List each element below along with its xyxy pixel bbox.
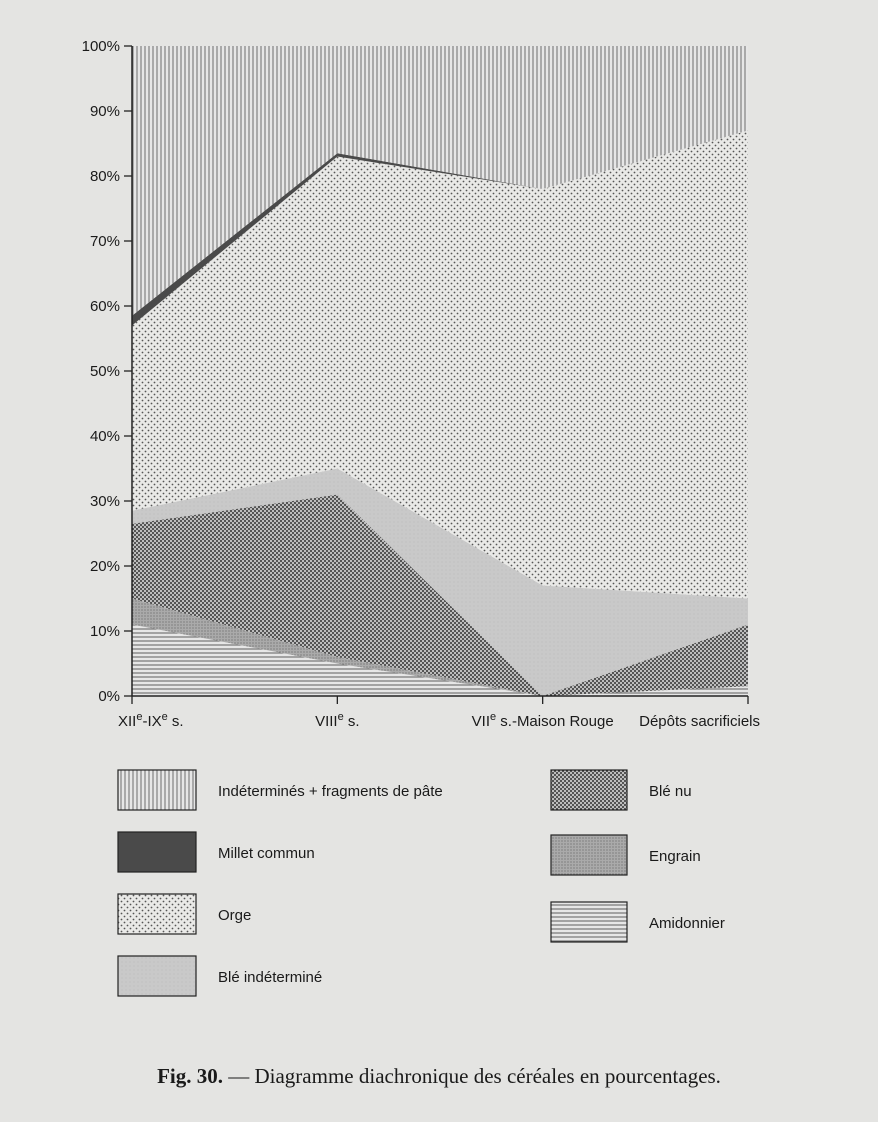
y-tick-label: 100%: [82, 38, 120, 55]
legend-item-engrain: Engrain: [550, 834, 701, 876]
legend-swatch: [117, 955, 197, 997]
legend-swatch: [117, 893, 197, 935]
legend-label: Orge: [218, 907, 251, 924]
y-tick-label: 50%: [90, 363, 120, 380]
legend-item-millet-commun: Millet commun: [117, 831, 315, 873]
x-tick-label: Dépôts sacrificiels: [639, 713, 760, 730]
y-tick-label: 30%: [90, 493, 120, 510]
x-tick-label: VIIe s.-Maison Rouge: [472, 711, 614, 730]
area-orge: [132, 130, 748, 599]
area-ble-indetermine: [132, 468, 748, 696]
legend-item-ble-indetermine: Blé indéterminé: [117, 955, 322, 997]
legend-swatch: [550, 834, 628, 876]
x-tick-label: XIIe-IXe s.: [118, 711, 184, 730]
y-tick-label: 0%: [98, 688, 120, 705]
area-engrain: [132, 598, 748, 696]
area-amidonnier: [132, 624, 748, 696]
y-tick-label: 80%: [90, 168, 120, 185]
legend-swatch: [117, 769, 197, 811]
legend-swatch: [550, 769, 628, 811]
y-tick-label: 10%: [90, 623, 120, 640]
area-indetermines-fragments-de-pate: [132, 46, 748, 316]
legend-swatch: [117, 831, 197, 873]
y-tick-label: 40%: [90, 428, 120, 445]
caption-label: Fig. 30.: [157, 1064, 223, 1088]
caption-text: — Diagramme diachronique des céréales en…: [222, 1064, 721, 1088]
legend-label: Engrain: [649, 848, 701, 865]
y-tick-label: 90%: [90, 103, 120, 120]
y-tick-label: 20%: [90, 558, 120, 575]
legend-item-orge: Orge: [117, 893, 251, 935]
x-tick-label: VIIIe s.: [315, 711, 359, 730]
legend-item-amidonnier: Amidonnier: [550, 901, 725, 943]
area-ble-nu: [132, 494, 748, 696]
y-tick-label: 60%: [90, 298, 120, 315]
legend-swatch: [550, 901, 628, 943]
legend-item-ble-nu: Blé nu: [550, 769, 692, 811]
legend-label: Blé indéterminé: [218, 969, 322, 986]
legend-label: Millet commun: [218, 845, 315, 862]
y-tick-label: 70%: [90, 233, 120, 250]
legend-label: Blé nu: [649, 783, 692, 800]
legend-label: Amidonnier: [649, 915, 725, 932]
legend-label: Indéterminés + fragments de pâte: [218, 783, 443, 800]
legend-item-indetermines-fragments-de-pate: Indéterminés + fragments de pâte: [117, 769, 443, 811]
figure-caption: Fig. 30. — Diagramme diachronique des cé…: [0, 1064, 878, 1089]
